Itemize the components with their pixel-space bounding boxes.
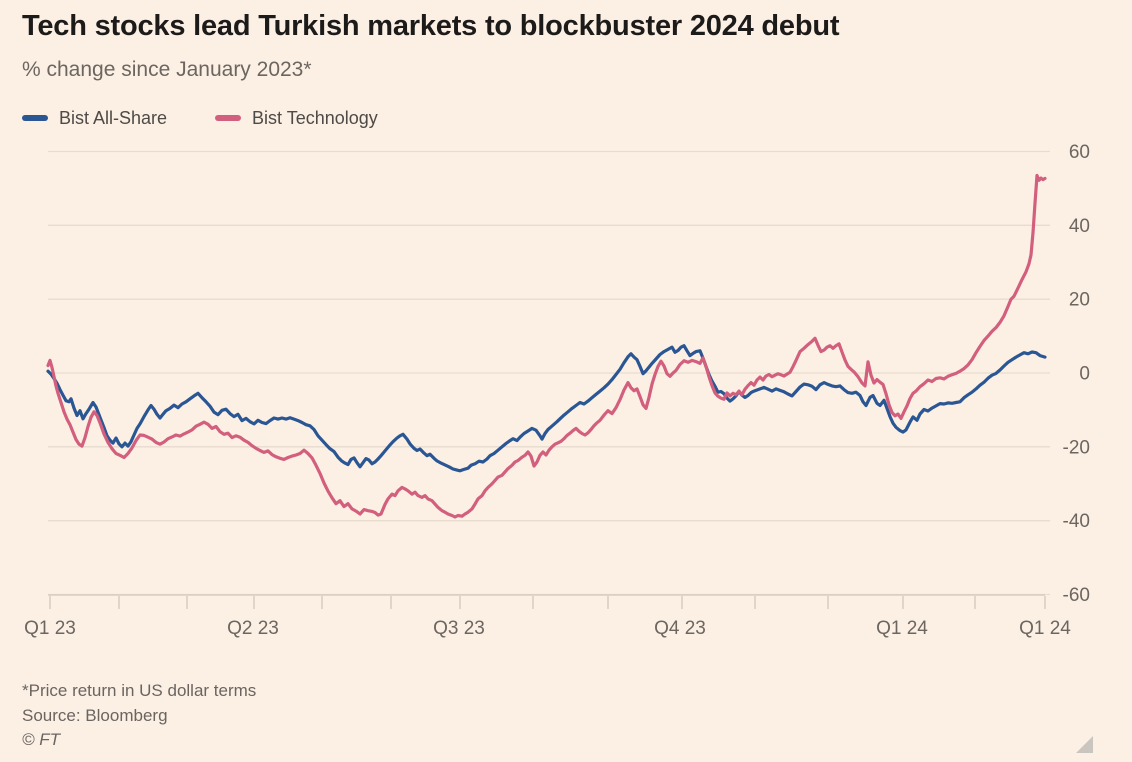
x-tick-label: Q3 23 [433, 618, 485, 639]
footnote: *Price return in US dollar terms [22, 681, 257, 700]
legend-label: Bist All-Share [59, 107, 168, 128]
chart-subtitle: % change since January 2023* [22, 58, 312, 81]
x-tick-label: Q2 23 [227, 618, 279, 639]
chart-footer: *Price return in US dollar terms Source:… [22, 679, 256, 753]
legend-label: Bist Technology [252, 107, 378, 128]
x-axis-labels: Q1 23 Q2 23 Q3 23 Q4 23 Q1 24 Q1 24 [24, 618, 1071, 639]
line-swatch-icon [215, 115, 242, 121]
x-tick-label: Q4 23 [654, 618, 706, 639]
y-tick-label: 20 [1069, 290, 1090, 311]
legend-item-bist-all-share: Bist All-Share [22, 108, 167, 129]
x-tick-label: Q1 23 [24, 618, 76, 639]
x-tick-label: Q1 24 [876, 618, 928, 639]
copyright: © FT [22, 730, 61, 749]
gridlines [48, 150, 1050, 596]
series-line-bist-technology [46, 173, 1047, 519]
legend: Bist All-Share Bist Technology [22, 105, 378, 131]
y-tick-label: 40 [1069, 216, 1090, 237]
chart-title: Tech stocks lead Turkish markets to bloc… [22, 10, 840, 42]
y-tick-label: -20 [1063, 437, 1090, 458]
legend-item-bist-technology: Bist Technology [215, 108, 378, 129]
y-tick-label: -60 [1063, 585, 1090, 606]
y-tick-label: 60 [1069, 142, 1090, 163]
line-swatch-icon [22, 115, 48, 121]
resize-handle-icon[interactable] [1076, 736, 1093, 753]
y-tick-label: 0 [1079, 364, 1090, 385]
series-line-bist-all-share [46, 344, 1047, 473]
y-axis-labels: 60 40 20 0 -20 -40 -60 [1063, 142, 1090, 606]
y-tick-label: -40 [1063, 511, 1090, 532]
x-tick-label: Q1 24 [1019, 618, 1071, 639]
x-axis [48, 594, 1046, 609]
source-line: Source: Bloomberg [22, 705, 168, 725]
